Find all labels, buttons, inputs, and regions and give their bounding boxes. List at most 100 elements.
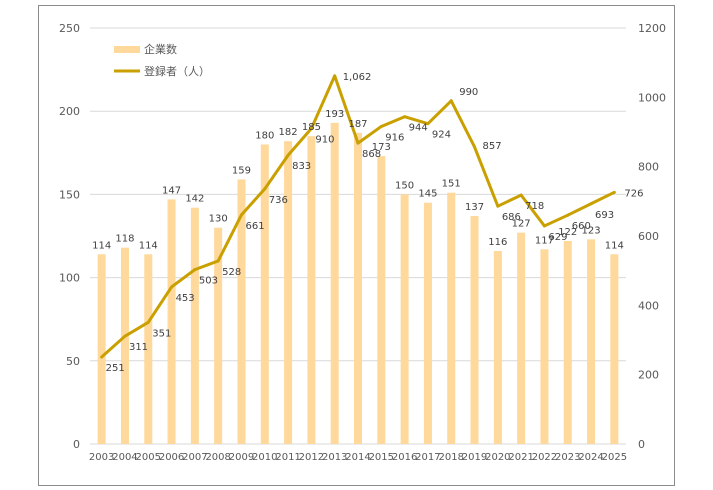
bar: [190, 207, 199, 444]
bar: [284, 141, 293, 445]
x-tick-label: 2018: [438, 452, 463, 463]
line-point: [426, 122, 430, 126]
bar-series: [97, 122, 619, 445]
line-point: [496, 204, 500, 208]
bar-data-label: 117: [535, 235, 554, 246]
y-left-tick-label: 150: [59, 188, 80, 201]
bar-data-label: 182: [279, 127, 298, 138]
line-point: [333, 74, 337, 78]
line-point: [193, 268, 197, 272]
bar-data-labels: 114 118 114 147 142 130 159 180 182 185 193 187 173 1…: [92, 109, 624, 251]
bar-data-label: 118: [115, 234, 134, 245]
line-data-label: 453: [176, 293, 195, 304]
line-data-label: 693: [595, 210, 614, 221]
bar-data-label: 173: [372, 142, 391, 153]
bar: [447, 192, 456, 444]
line-point: [519, 193, 523, 197]
legend-swatch-bar: [114, 46, 140, 53]
line-point: [100, 355, 104, 359]
x-tick-label: 2025: [602, 452, 627, 463]
bar: [214, 227, 223, 444]
y-right-tick-label: 1000: [638, 91, 666, 104]
bar-data-label: 185: [302, 122, 321, 133]
bar-data-label: 180: [255, 130, 274, 141]
legend-label-line: 登録者（人）: [144, 64, 210, 78]
line-point: [379, 124, 383, 128]
line-data-label: 660: [572, 221, 591, 232]
legend-label-bar: 企業数: [144, 42, 177, 56]
bar-data-label: 130: [209, 214, 228, 225]
x-tick-label: 2011: [275, 452, 300, 463]
line-data-label: 686: [502, 212, 521, 223]
line-data-label: 251: [106, 363, 125, 374]
line-data-label: 629: [548, 232, 567, 243]
x-tick-label: 2024: [578, 452, 603, 463]
line-data-labels: 251 311 351 453 503 528 661 736 833 910 1,062 868 91…: [106, 72, 644, 374]
x-tick-label: 2003: [89, 452, 114, 463]
x-tick-label: 2013: [322, 452, 347, 463]
x-tick-label: 2016: [392, 452, 417, 463]
bar: [237, 179, 246, 444]
bar-data-label: 147: [162, 185, 181, 196]
bar-data-label: 150: [395, 180, 414, 191]
line-data-label: 1,062: [343, 72, 372, 83]
bar-data-label: 127: [512, 219, 531, 230]
x-tick-label: 2005: [136, 452, 161, 463]
y-right-tick-label: 1200: [638, 22, 666, 35]
line-data-label: 944: [409, 123, 428, 134]
line-point: [216, 259, 220, 263]
bar: [540, 249, 549, 444]
bar: [493, 250, 502, 444]
right-y-axis: 0 200 400 600 800 1000 1200: [638, 22, 666, 451]
y-right-tick-label: 800: [638, 161, 659, 174]
x-tick-label: 2008: [205, 452, 230, 463]
y-right-tick-label: 600: [638, 230, 659, 243]
legend: 企業数 登録者（人）: [114, 42, 210, 78]
bar: [377, 156, 386, 445]
line-point: [612, 190, 616, 194]
y-left-tick-label: 200: [59, 105, 80, 118]
line-data-label: 910: [315, 135, 334, 146]
x-tick-label: 2009: [229, 452, 254, 463]
line-point: [239, 213, 243, 217]
bar-data-label: 142: [185, 194, 204, 205]
line-point: [286, 153, 290, 157]
x-tick-label: 2021: [508, 452, 533, 463]
x-tick-label: 2007: [182, 452, 207, 463]
line-data-label: 924: [432, 130, 451, 141]
x-tick-label: 2015: [369, 452, 394, 463]
bar: [97, 254, 106, 444]
x-axis: 2003200420052006200720082009201020112012…: [89, 452, 627, 463]
bar-data-label: 114: [92, 240, 111, 251]
line-data-label: 726: [624, 188, 643, 199]
x-tick-label: 2020: [485, 452, 510, 463]
line-point: [449, 99, 453, 103]
line-data-label: 868: [362, 149, 381, 160]
bar-data-label: 187: [348, 119, 367, 130]
bar: [400, 194, 409, 444]
y-left-tick-label: 250: [59, 22, 80, 35]
left-y-axis: 0 50 100 150 200 250: [59, 22, 80, 451]
x-tick-label: 2019: [462, 452, 487, 463]
bar-data-label: 114: [605, 240, 624, 251]
bar-data-label: 193: [325, 109, 344, 120]
x-tick-label: 2022: [532, 452, 557, 463]
bar: [354, 132, 362, 444]
x-tick-label: 2017: [415, 452, 440, 463]
line-data-label: 718: [525, 201, 544, 212]
bar: [144, 254, 153, 444]
line-point: [263, 187, 267, 191]
y-left-tick-label: 0: [73, 438, 80, 451]
line-data-label: 990: [459, 87, 478, 98]
x-tick-label: 2010: [252, 452, 277, 463]
line-data-label: 916: [385, 132, 404, 143]
line-data-label: 528: [222, 267, 241, 278]
bar: [260, 144, 269, 445]
bar-data-label: 145: [418, 189, 437, 200]
bar: [587, 239, 596, 444]
combo-chart: 114 118 114 147 142 130 159 180 182 185 193 187 173 1…: [59, 22, 666, 463]
bar: [563, 240, 572, 444]
bar-data-label: 159: [232, 165, 251, 176]
line-data-label: 661: [245, 221, 264, 232]
line-data-label: 503: [199, 276, 218, 287]
